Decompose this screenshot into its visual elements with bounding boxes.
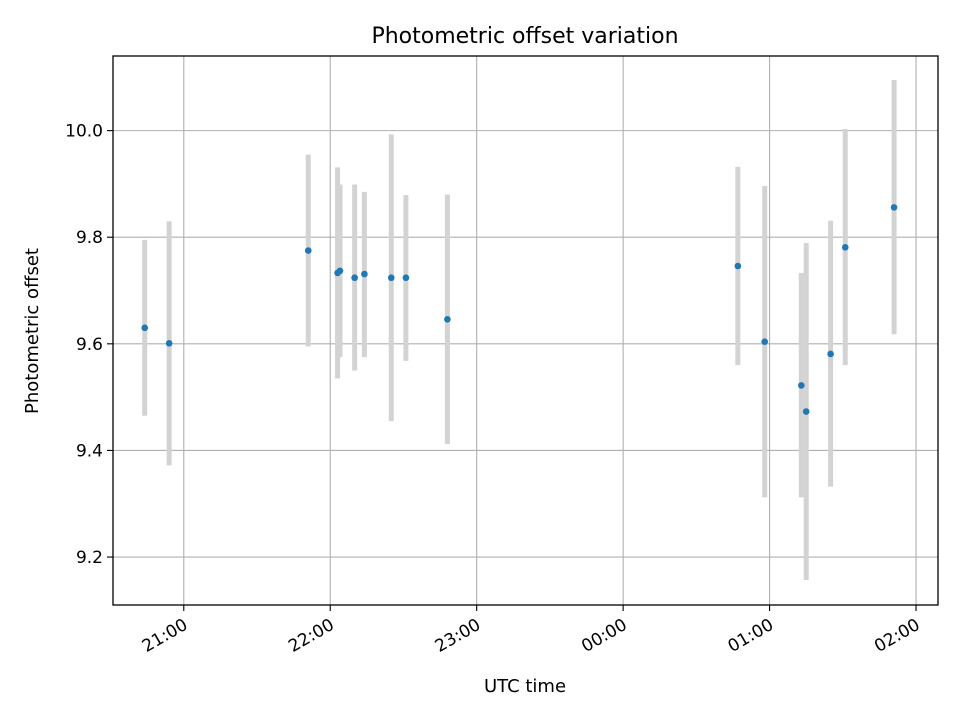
x-tick-label: 00:00 xyxy=(578,615,630,657)
data-point xyxy=(827,350,834,358)
x-tick-label: 01:00 xyxy=(725,615,777,657)
y-tick-label: 10.0 xyxy=(65,122,103,142)
data-point xyxy=(141,324,149,332)
error-bars xyxy=(142,79,897,580)
data-point xyxy=(798,382,805,389)
y-tick-label: 9.4 xyxy=(76,441,103,461)
data-point xyxy=(734,262,742,270)
data-point xyxy=(165,339,173,347)
data-point xyxy=(387,274,395,282)
y-axis-label: Photometric offset xyxy=(22,248,43,414)
x-tick-label: 23:00 xyxy=(432,615,484,657)
x-tick-label: 21:00 xyxy=(139,615,191,657)
data-point xyxy=(402,274,410,282)
data-point xyxy=(336,267,344,275)
y-tick-label: 9.6 xyxy=(76,335,103,355)
data-point xyxy=(444,316,451,323)
grid-lines xyxy=(113,56,938,605)
plot-frame xyxy=(112,55,939,606)
data-point xyxy=(841,244,849,251)
data-point xyxy=(802,408,810,415)
data-point xyxy=(304,247,312,254)
x-axis-label: UTC time xyxy=(484,676,566,697)
y-tick-label: 9.2 xyxy=(76,548,103,568)
y-tick-label: 9.8 xyxy=(76,228,103,248)
data-point xyxy=(890,204,898,211)
x-axis-ticks: 21:00 22:00 23:00 00:00 01:00 02:00 xyxy=(139,605,924,657)
chart-title: Photometric offset variation xyxy=(371,24,678,49)
data-point xyxy=(761,338,769,345)
data-point xyxy=(361,270,368,278)
data-point xyxy=(351,274,358,282)
x-tick-label: 02:00 xyxy=(871,615,923,657)
data-points xyxy=(141,204,898,415)
y-axis-ticks: 9.2 9.4 9.6 9.8 10.0 xyxy=(65,122,113,568)
x-tick-label: 22:00 xyxy=(285,615,337,657)
